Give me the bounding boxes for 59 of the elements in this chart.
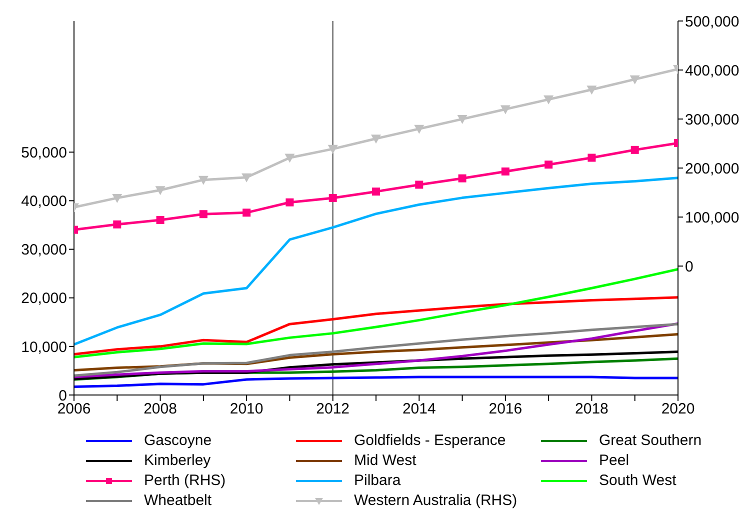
y2-tick-label: 100,000 <box>685 209 740 226</box>
x-tick-label: 2010 <box>230 400 264 418</box>
legend-label: Mid West <box>354 452 416 469</box>
point <box>588 154 596 162</box>
x-tick-label: 2008 <box>144 400 177 418</box>
point <box>500 105 510 114</box>
x-tick-label: 2018 <box>575 400 608 418</box>
point <box>199 210 208 218</box>
legend-label: Perth (RHS) <box>144 472 226 489</box>
point <box>242 208 251 217</box>
y-tick-label: 10,000 <box>21 338 67 356</box>
y2-tick-label: 200,000 <box>685 160 740 178</box>
point <box>544 160 553 169</box>
point <box>414 124 424 134</box>
point <box>630 146 639 154</box>
legend-label: Peel <box>599 452 630 469</box>
legend-label: Goldfields - Esperance <box>354 432 506 449</box>
line-series <box>74 268 678 358</box>
legend-label: Great Southern <box>599 432 702 449</box>
legend-label: Kimberley <box>144 452 211 469</box>
point <box>155 186 166 196</box>
y2-tick-label: 500,000 <box>685 13 740 30</box>
x-tick-label: 2016 <box>488 400 522 418</box>
point <box>113 220 122 228</box>
y2-tick-label: 400,000 <box>685 62 740 80</box>
point <box>284 154 295 163</box>
y-tick-label: 40,000 <box>21 193 67 210</box>
point <box>457 115 468 124</box>
point <box>372 188 380 196</box>
y-tick-label: 50,000 <box>21 144 67 162</box>
point <box>286 198 294 206</box>
line-series <box>74 376 678 388</box>
point <box>501 167 510 176</box>
point <box>328 194 337 202</box>
y2-tick-label: 0 <box>685 258 694 276</box>
x-tick-label: 2012 <box>316 400 350 418</box>
line-series <box>74 296 678 356</box>
legend-label: Pilbara <box>354 472 401 489</box>
point <box>156 216 164 224</box>
point <box>371 134 381 144</box>
y-tick-label: 20,000 <box>21 290 67 308</box>
point <box>242 173 252 182</box>
x-tick-label: 2020 <box>661 400 695 418</box>
point <box>458 174 466 182</box>
y-tick-label: 30,000 <box>21 242 67 259</box>
legend-label: South West <box>599 472 676 489</box>
x-tick-label: 2014 <box>402 400 436 418</box>
point <box>586 86 597 95</box>
legend-label: Gascoyne <box>144 432 212 449</box>
point <box>630 75 640 84</box>
legend-label: Western Australia (RHS) <box>354 492 518 509</box>
legend-label: Wheatbelt <box>144 492 212 509</box>
point <box>328 144 338 154</box>
point <box>198 176 208 185</box>
point <box>112 194 122 203</box>
line-series <box>74 176 678 346</box>
y2-tick-label: 300,000 <box>685 111 740 128</box>
point <box>415 180 424 189</box>
point <box>544 95 554 104</box>
